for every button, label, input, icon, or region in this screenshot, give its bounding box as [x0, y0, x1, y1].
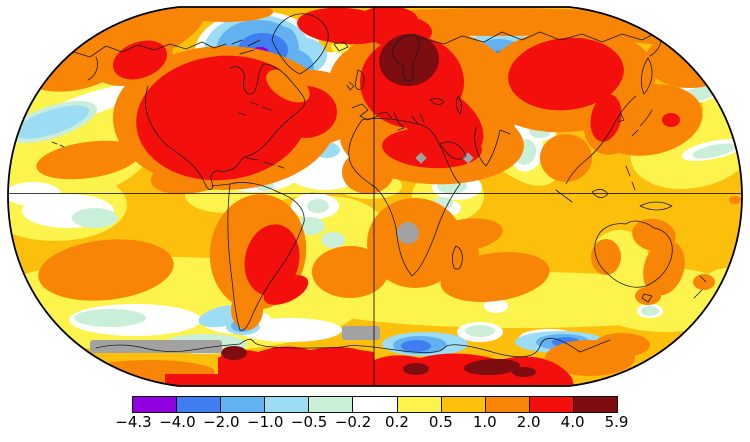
colorbar-segment-10: [572, 397, 618, 412]
colorbar-segment-7: [440, 397, 485, 412]
world-anomaly-map: [7, 6, 743, 387]
colorbar-tick-label: −4.0: [159, 413, 196, 431]
colorbar-tick-label: 2.0: [516, 413, 541, 431]
colorbar-tick-label: 0.2: [385, 413, 409, 431]
colorbar-segment-8: [484, 397, 529, 412]
missing-data-patches: [90, 152, 474, 353]
colorbar-tick-label: −0.5: [290, 413, 328, 431]
colorbar-segment-4: [308, 397, 353, 412]
colorbar-tick-label: −0.2: [334, 413, 372, 431]
colorbar-tick-label: 1.0: [472, 413, 497, 431]
colorbar-segment-6: [396, 397, 441, 412]
colorbar-tick-label: −1.0: [247, 413, 284, 431]
colorbar-segment-9: [528, 397, 573, 412]
colorbar-segment-5: [352, 397, 397, 412]
colorbar-tick-label: 5.9: [604, 413, 629, 431]
colorbar: [132, 396, 618, 413]
colorbar-segment-0: [133, 397, 177, 412]
colorbar-ticks: −4.3 −4.0 −2.0 −1.0 −0.5 −0.2 0.2 0.5 1.0 2.0 4.0 5…: [0, 413, 750, 435]
anomaly-map-svg: [7, 6, 743, 387]
map-outline: [7, 6, 743, 387]
colorbar-tick-label: 0.5: [428, 413, 453, 431]
colorbar-segment-2: [220, 397, 265, 412]
colorbar-segment-1: [176, 397, 221, 412]
colorbar-tick-label: −4.3: [115, 413, 152, 431]
coastlines: [51, 13, 707, 358]
colorbar-tick-label: −2.0: [203, 413, 240, 431]
gridlines: [8, 7, 742, 386]
colorbar-segment-3: [264, 397, 309, 412]
colorbar-tick-label: 4.0: [560, 413, 585, 431]
